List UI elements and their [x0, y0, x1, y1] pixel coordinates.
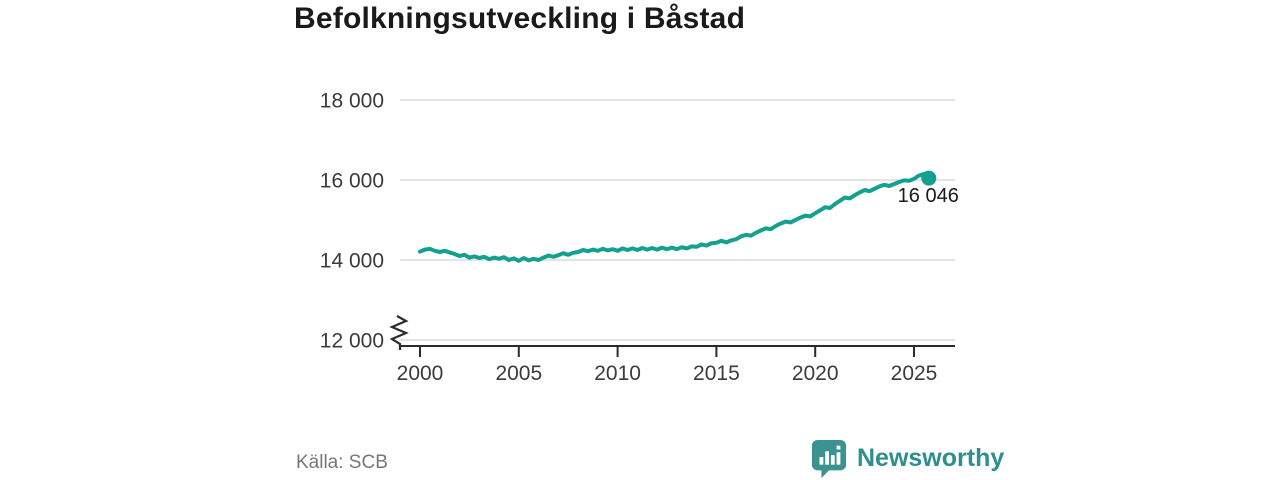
logo-exclamation-bar: [836, 452, 841, 465]
x-tick-label: 2010: [594, 362, 641, 385]
logo-bar-2: [825, 451, 829, 465]
chart-title: Befolkningsutveckling i Båstad: [294, 2, 746, 35]
endpoint-dot: [921, 170, 937, 186]
y-tick-label: 18 000: [320, 90, 384, 113]
x-tick-label: 2000: [397, 362, 444, 385]
y-tick-label: 16 000: [320, 170, 384, 193]
y-tick-label: 12 000: [320, 330, 384, 353]
axis-break-icon: [389, 315, 409, 350]
endpoint-value-label: 16 046: [898, 185, 959, 207]
brand-name: Newsworthy: [857, 443, 1005, 472]
logo-bar-1: [819, 457, 824, 465]
y-tick-label: 14 000: [320, 250, 384, 273]
series-line: [418, 172, 931, 263]
logo-exclamation-dot: [836, 445, 841, 450]
x-axis: 2000 2005 2010 2015 2020 2025: [389, 315, 955, 385]
x-tick-label: 2025: [891, 362, 938, 385]
x-tick-label: 2015: [693, 362, 740, 385]
source-label: Källa: SCB: [296, 452, 388, 473]
logo-bar-3: [830, 455, 835, 465]
newsworthy-icon: [811, 439, 847, 478]
x-tick-label: 2020: [792, 362, 839, 385]
brand-logo: Newsworthy: [810, 438, 1004, 478]
x-tick-label: 2005: [495, 362, 542, 385]
y-axis: 18 000 16 000 14 000 12 000: [320, 90, 955, 353]
